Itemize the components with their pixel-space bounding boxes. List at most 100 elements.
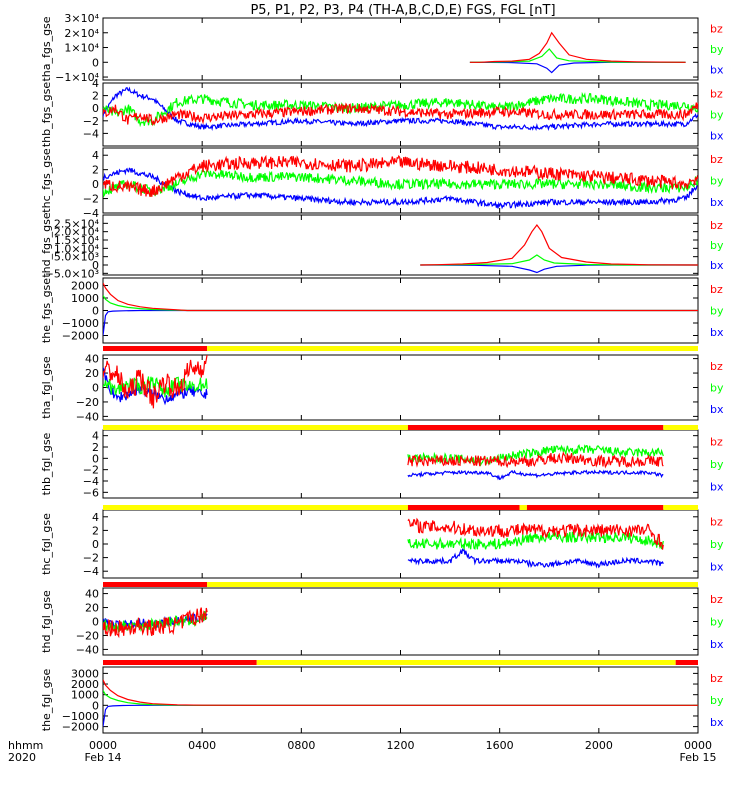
legend-bx: bx [710,716,724,729]
legend-bx: bx [710,64,724,77]
series-bx [420,264,698,274]
y-tick-label: 2 [92,90,99,103]
legend-bx: bx [710,326,724,339]
y-tick-label: −2000 [62,330,99,343]
legend-bz: bz [710,593,723,606]
series-bx [103,86,698,131]
x-tick-label: 0000 [684,739,712,752]
y-tick-label: 20 [85,602,99,615]
series-bz [103,355,208,409]
panel-thc_fgl_gse: 420−2−4 thc_fgl_gse bz by bx [40,505,724,579]
y-tick-label: 4 [92,77,99,90]
y-tick-label: 2×10⁴ [64,27,99,40]
series-by [103,295,698,312]
legend-bz: bz [710,22,723,35]
y-tick-label: 5.0×10³ [54,251,99,264]
series-bz [103,679,698,706]
y-axis-label: the_fgl_gse [40,669,53,732]
series-bx [103,167,698,210]
y-tick-label: 2000 [71,280,99,293]
series-bz [103,102,698,127]
x-tick-label: 2000 [585,739,613,752]
panel-frame [102,666,699,734]
y-tick-label: 0 [92,699,99,712]
mode-bar-off [103,425,408,430]
panel-frame [102,354,699,421]
legend-by: by [710,538,724,551]
y-tick-label: −40 [76,643,99,656]
y-tick-label: 1000 [71,292,99,305]
y-tick-label: −2 [83,115,99,128]
series-by [103,690,698,706]
legend-by: by [710,694,724,707]
y-tick-label: −2 [83,552,99,565]
y-tick-label: −5.0×10³ [45,267,99,280]
x-tick-label: 1200 [387,739,415,752]
series-bx [407,469,664,481]
legend-bz: bz [710,515,723,528]
legend-by: by [710,175,724,188]
y-tick-label: 0 [92,102,99,115]
axis-date-end: Feb 15 [680,751,717,764]
y-tick-label: −2 [83,464,99,477]
series-by [407,530,664,550]
y-tick-label: 0 [92,452,99,465]
legend-bz: bz [710,283,723,296]
panel-thd_fgs_gse: 2.5×10⁴2.0×10⁴1.5×10⁴1.0×10⁴5.0×10³0−5.0… [40,212,724,280]
legend-by: by [710,43,724,56]
series-group [103,282,698,336]
mode-bar-off [207,582,698,587]
mode-bar-on [526,505,664,510]
series-by [420,254,698,266]
series-bz [420,223,698,266]
panel-frame [102,214,699,276]
y-axis-label: tha_fgl_gse [40,356,53,419]
series-group [469,31,686,74]
legend-bx: bx [710,561,724,574]
legend-bx: bx [710,638,724,651]
series-bz [469,31,686,63]
legend-bz: bz [710,435,723,448]
y-tick-label: −4 [83,127,99,140]
y-tick-label: 1.5×10⁴ [54,234,100,247]
series-group [103,86,698,131]
x-tick-label: 0800 [287,739,315,752]
series-by [469,48,686,63]
series-bz [407,451,664,469]
mode-bar-on [407,505,520,510]
y-tick-label: 1×10⁴ [64,42,99,55]
axis-label-hhmm: hhmm [8,739,43,752]
y-tick-label: −20 [76,629,99,642]
legend-bz: bz [710,219,723,232]
mode-bar-on [103,660,257,665]
time-axis: hhmm 2020 Feb 14 Feb 15 0000 0400 0800 1200… [8,739,716,764]
legend-by: by [710,305,724,318]
y-tick-label: 0 [92,382,99,395]
y-axis-label: tha_fgs_gse [40,16,53,81]
series-bx [103,704,698,727]
panel-thb_fgs_gse: 420−2−4 thb_fgs_gse bz by bx [40,77,724,147]
axis-date-start: Feb 14 [85,751,122,764]
series-bx [407,547,664,569]
x-tick-label: 1600 [486,739,514,752]
y-tick-label: 4 [92,430,99,443]
legend-bx: bx [710,196,724,209]
y-axis-label: thb_fgl_gse [40,432,53,495]
y-tick-label: 40 [85,353,99,366]
mode-bar-off [663,505,698,510]
y-axis-label: thb_fgs_gse [40,82,53,148]
y-axis-label: thd_fgl_gse [40,590,53,653]
y-tick-label: 2 [92,441,99,454]
x-tick-label: 0400 [188,739,216,752]
mode-bar-off [663,425,698,430]
axis-label-year: 2020 [8,751,36,764]
plot-title: P5, P1, P2, P3, P4 (TH-A,B,C,D,E) FGS, F… [250,3,555,18]
y-tick-label: 4 [92,511,99,524]
panel-thc_fgs_gse: 4 20 −2−4 thc_fgs_gse bz by bx [40,147,724,220]
y-tick-label: 2.5×10⁴ [54,217,100,230]
